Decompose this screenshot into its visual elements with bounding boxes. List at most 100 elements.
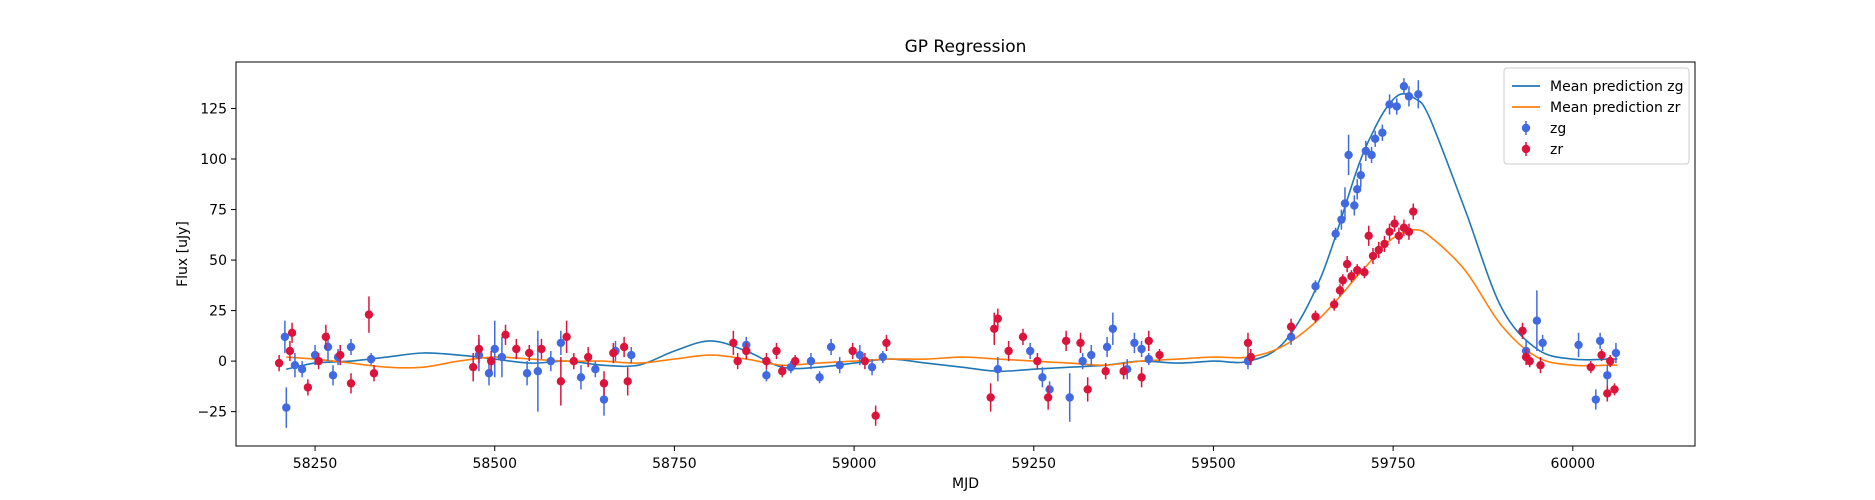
data-marker [786, 362, 796, 372]
data-marker [1586, 362, 1595, 372]
data-marker [1083, 385, 1092, 394]
data-marker [1337, 215, 1346, 224]
data-marker [287, 328, 297, 338]
data-point-zr [336, 344, 345, 366]
data-point-zg [522, 361, 532, 386]
data-point-zr [314, 353, 323, 370]
data-marker [986, 393, 995, 402]
data-point-zr [1525, 355, 1534, 368]
y-axis-label: Flux [uJy] [175, 221, 191, 287]
data-point-zr [274, 355, 284, 372]
data-marker [522, 369, 532, 378]
data-point-zg [1337, 209, 1346, 230]
data-point-zg [1331, 227, 1340, 240]
data-point-zr [369, 365, 379, 382]
data-marker [486, 356, 496, 366]
data-point-zr [1083, 377, 1092, 402]
data-point-zr [1374, 241, 1383, 259]
data-point-zr [1586, 361, 1595, 374]
data-point-zr [1368, 247, 1378, 265]
legend-item: zg [1521, 121, 1566, 137]
data-point-zg [1144, 353, 1153, 366]
y-axis: −25 0 25 50 75 100 125 [197, 101, 236, 421]
data-marker [369, 369, 379, 378]
data-marker [537, 344, 546, 354]
data-marker [1591, 395, 1601, 404]
data-point-zr [1605, 355, 1615, 368]
data-point-zg [1532, 290, 1542, 352]
data-point-zr [474, 334, 484, 364]
data-point-zr [562, 320, 571, 354]
data-marker [576, 373, 586, 382]
data-point-zr [623, 367, 632, 396]
data-marker [556, 377, 566, 386]
y-tick-label: 100 [200, 152, 227, 168]
data-marker [1061, 336, 1071, 346]
data-marker [1605, 356, 1615, 366]
data-point-zg [1353, 179, 1362, 200]
x-axis-label: MJD [952, 476, 979, 492]
data-point-zr [1033, 353, 1042, 370]
series-line-mean-prediction-zr [286, 228, 1618, 369]
data-point-zg [1311, 280, 1320, 293]
data-marker [591, 365, 600, 374]
data-marker [1347, 272, 1356, 281]
data-marker [346, 342, 356, 352]
data-marker [878, 352, 888, 362]
data-point-zg [290, 353, 300, 378]
data-marker [599, 379, 609, 388]
data-point-zr [729, 330, 738, 356]
data-point-zg [1038, 367, 1047, 388]
x-tick-label: 58500 [472, 456, 517, 472]
data-point-zg [1414, 80, 1423, 109]
data-point-zr [1311, 310, 1320, 323]
data-point-zg [1538, 334, 1547, 352]
data-marker [993, 365, 1003, 374]
data-marker [1108, 324, 1118, 333]
data-marker [871, 411, 880, 420]
data-point-zg [366, 353, 376, 366]
data-point-zr [525, 344, 534, 362]
data-point-zr [556, 357, 566, 406]
data-point-zg [1130, 332, 1139, 354]
data-marker [772, 346, 781, 356]
data-point-zr [501, 324, 510, 345]
data-point-zr [1342, 256, 1352, 273]
data-marker [562, 332, 571, 342]
data-marker [497, 352, 507, 362]
data-point-zg [497, 336, 507, 378]
data-point-zr [1360, 266, 1369, 279]
data-marker [1525, 356, 1534, 366]
data-point-zr [486, 351, 496, 372]
data-marker [790, 356, 800, 366]
data-point-zr [1076, 332, 1085, 354]
data-point-zr [583, 346, 593, 368]
data-marker [1394, 231, 1404, 241]
data-point-zr [1380, 235, 1389, 252]
data-marker [619, 342, 629, 352]
data-marker [1404, 92, 1414, 101]
data-point-zg [855, 344, 865, 366]
x-tick-label: 59250 [1012, 456, 1057, 472]
data-point-zg [1367, 146, 1376, 164]
data-point-zg [878, 351, 888, 364]
data-marker [314, 356, 323, 366]
y-tick-label: 75 [209, 203, 227, 219]
data-marker [729, 338, 738, 348]
data-marker [609, 348, 618, 358]
data-point-zg [1611, 342, 1621, 364]
data-marker [860, 356, 870, 366]
x-tick-label: 58250 [293, 456, 338, 472]
data-point-zr [1004, 340, 1013, 362]
data-marker [525, 348, 534, 358]
data-point-zr [1246, 348, 1256, 366]
data-marker [321, 332, 331, 342]
data-marker [303, 383, 313, 392]
data-marker [623, 377, 632, 386]
data-marker [1603, 371, 1612, 380]
data-marker [290, 360, 300, 370]
data-marker [1414, 90, 1423, 99]
data-marker [1380, 239, 1389, 249]
data-point-zr [790, 355, 800, 368]
